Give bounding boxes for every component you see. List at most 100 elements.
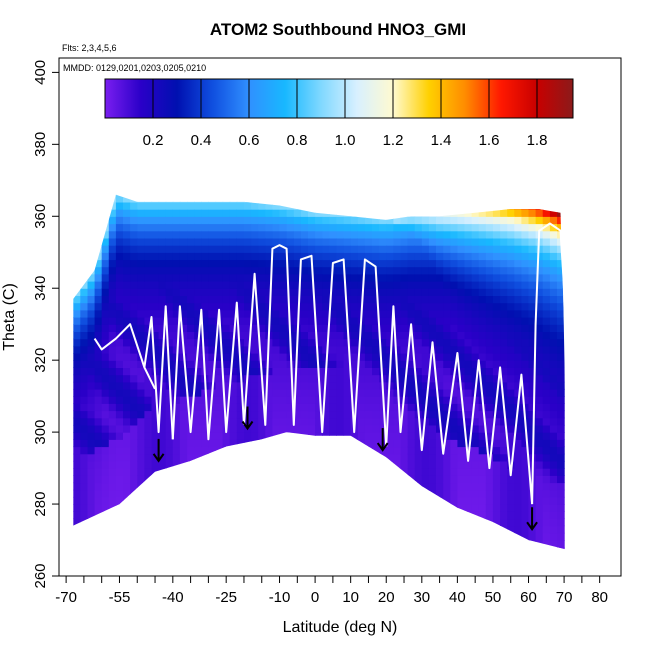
heatmap-cell xyxy=(258,345,266,354)
heatmap-cell xyxy=(208,273,217,282)
heatmap-cell xyxy=(265,288,273,296)
heatmap-cell xyxy=(478,324,487,332)
heatmap-cell xyxy=(172,309,181,318)
heatmap-cell xyxy=(372,504,380,512)
heatmap-cell xyxy=(94,194,103,203)
heatmap-cell xyxy=(500,237,508,246)
heatmap-cell xyxy=(108,403,117,412)
heatmap-cell xyxy=(450,259,458,268)
heatmap-cell xyxy=(115,496,124,505)
heatmap-cell xyxy=(336,194,345,196)
heatmap-cell xyxy=(300,230,309,239)
heatmap-cell xyxy=(478,518,487,527)
heatmap-cell xyxy=(528,403,537,412)
heatmap-cell xyxy=(286,460,295,469)
heatmap-cell xyxy=(379,460,387,469)
heatmap-cell xyxy=(450,180,458,188)
heatmap-cell xyxy=(407,223,416,232)
heatmap-cell xyxy=(542,194,551,196)
heatmap-cell xyxy=(372,453,380,462)
heatmap-cell xyxy=(471,331,480,340)
x-axis: -70 -55 -40 -25 -10 0 10 20 30 40 50 60 70 80 xyxy=(55,575,608,606)
heatmap-cell xyxy=(507,194,515,203)
heatmap-cell xyxy=(507,396,515,404)
heatmap-cell xyxy=(137,360,145,368)
heatmap-cell xyxy=(471,245,480,253)
heatmap-cell xyxy=(514,237,522,246)
heatmap-cell xyxy=(158,381,167,390)
heatmap-cell xyxy=(265,540,273,548)
heatmap-cell xyxy=(194,482,202,491)
heatmap-cell xyxy=(400,367,409,376)
heatmap-cell xyxy=(528,216,537,225)
heatmap-cell xyxy=(151,201,160,210)
heatmap-cell xyxy=(137,259,145,268)
heatmap-cell xyxy=(336,453,345,462)
heatmap-cell xyxy=(528,230,537,239)
heatmap-cell xyxy=(336,281,345,289)
heatmap-cell xyxy=(144,252,153,261)
heatmap-cell xyxy=(521,446,530,455)
heatmap-cell xyxy=(279,302,288,311)
heatmap-cell xyxy=(507,475,515,484)
colorbar-tick-label: 1.2 xyxy=(383,132,404,149)
heatmap-cell xyxy=(151,324,160,332)
heatmap-cell xyxy=(222,317,231,325)
heatmap-cell xyxy=(336,554,344,562)
heatmap-cell xyxy=(315,230,323,239)
heatmap-cell xyxy=(130,410,138,419)
heatmap-cell xyxy=(500,309,508,318)
heatmap-cell xyxy=(364,504,373,512)
heatmap-cell xyxy=(386,432,394,440)
heatmap-cell xyxy=(485,194,494,196)
heatmap-cell xyxy=(436,194,444,196)
heatmap-cell xyxy=(350,403,359,412)
heatmap-cell xyxy=(535,482,544,491)
heatmap-cell xyxy=(123,403,131,412)
heatmap-cell xyxy=(137,194,145,203)
heatmap-cell xyxy=(386,302,394,311)
heatmap-cell xyxy=(158,417,167,426)
heatmap-cell xyxy=(350,475,359,484)
heatmap-cell xyxy=(137,562,145,570)
heatmap-cell xyxy=(528,432,537,440)
heatmap-cell xyxy=(279,439,288,448)
heatmap-cell xyxy=(237,180,245,188)
heatmap-cell xyxy=(372,540,380,548)
heatmap-cell xyxy=(130,554,138,562)
heatmap-cell xyxy=(364,209,373,217)
heatmap-cell xyxy=(308,180,316,188)
heatmap-cell xyxy=(450,273,458,282)
heatmap-cell xyxy=(258,230,266,239)
heatmap-cell xyxy=(436,496,444,505)
heatmap-cell xyxy=(507,324,515,332)
heatmap-cell xyxy=(401,554,409,562)
down-arrow-icon xyxy=(376,428,389,452)
heatmap-cell xyxy=(88,562,96,570)
heatmap-cell xyxy=(315,396,323,404)
heatmap-cell xyxy=(158,302,167,311)
heatmap-cell xyxy=(428,216,437,225)
heatmap-cell xyxy=(115,518,124,527)
heatmap-cell xyxy=(393,338,402,347)
heatmap-cell xyxy=(215,216,224,225)
heatmap-cell xyxy=(258,252,266,261)
heatmap-cell xyxy=(322,453,330,462)
x-tick-label: 10 xyxy=(342,589,359,606)
heatmap-cell xyxy=(279,295,288,304)
heatmap-cell xyxy=(315,302,323,311)
heatmap-cell xyxy=(151,230,160,239)
heatmap-cell xyxy=(258,540,266,548)
heatmap-cell xyxy=(500,511,508,520)
heatmap-cell xyxy=(265,439,273,448)
heatmap-cell xyxy=(521,216,530,225)
heatmap-cell xyxy=(421,216,430,225)
heatmap-cell xyxy=(428,424,437,433)
heatmap-cell xyxy=(137,396,145,404)
heatmap-cell xyxy=(286,230,295,239)
heatmap-cell xyxy=(279,489,288,498)
heatmap-cell xyxy=(407,460,416,469)
heatmap-cell xyxy=(421,511,430,520)
heatmap-cell xyxy=(414,194,423,196)
heatmap-cell xyxy=(357,374,366,383)
